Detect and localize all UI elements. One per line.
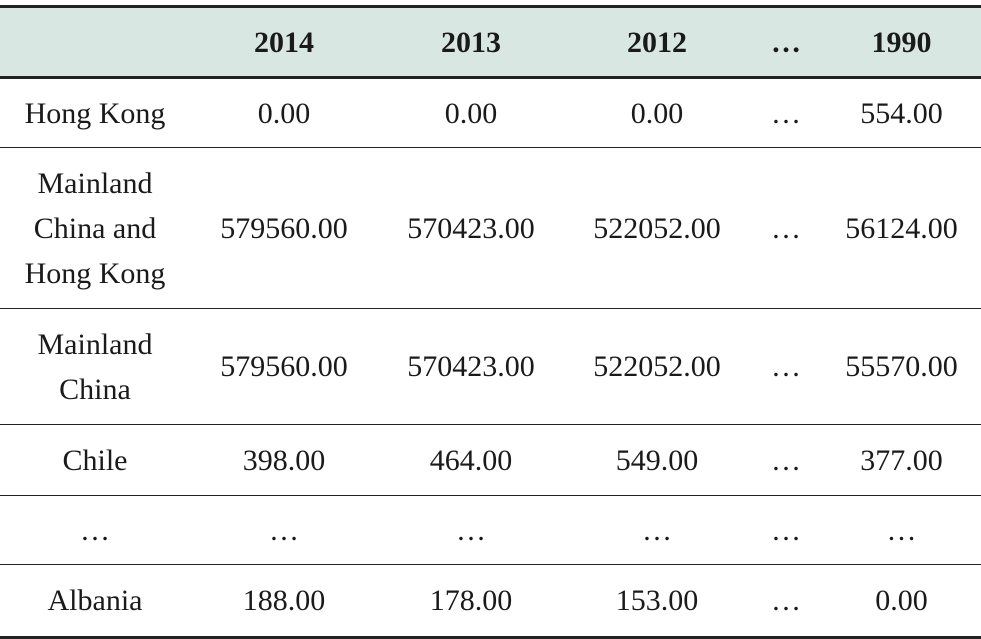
cell: 0.00 <box>190 77 378 148</box>
table-row: Hong Kong 0.00 0.00 0.00… 554.00 <box>0 77 981 148</box>
cell: … <box>190 495 378 565</box>
table-row: Chile 398.00 464.00 549.00… 377.00 <box>0 424 981 496</box>
table-row: ……………… <box>0 495 981 565</box>
cell: 153.00 <box>564 564 750 639</box>
cell: 570423.00 <box>378 308 564 425</box>
cell: 188.00 <box>190 564 378 639</box>
cell: 0.00 <box>822 564 981 639</box>
row-label: Mainland China <box>0 308 190 425</box>
table-body: Hong Kong 0.00 0.00 0.00… 554.00 Mainland Chi… <box>0 77 981 639</box>
row-label: Albania <box>0 564 190 639</box>
cell: … <box>822 495 981 565</box>
data-table: 2014 2013 2012… 1990 Hong Kong 0.00 0.00 0.00…… <box>0 5 981 639</box>
cell: 0.00 <box>378 77 564 148</box>
cell: 549.00 <box>564 424 750 496</box>
cell: 55570.00 <box>822 308 981 425</box>
cell: 377.00 <box>822 424 981 496</box>
cell: 579560.00 <box>190 147 378 309</box>
column-header: 2014 <box>190 5 378 79</box>
cell: 554.00 <box>822 77 981 148</box>
header-corner <box>0 5 190 79</box>
column-header: 2012 <box>564 5 750 79</box>
row-label: Mainland China and Hong Kong <box>0 147 190 309</box>
cell: 522052.00 <box>564 147 750 309</box>
cell: 464.00 <box>378 424 564 496</box>
cell: … <box>750 495 822 565</box>
cell: … <box>750 308 822 425</box>
row-label: Hong Kong <box>0 77 190 148</box>
cell: … <box>750 147 822 309</box>
column-header: 2013 <box>378 5 564 79</box>
table-row: Albania 188.00 178.00 153.00… 0.00 <box>0 564 981 639</box>
table-row: Mainland China and Hong Kong 579560.00 570… <box>0 147 981 309</box>
column-header: 1990 <box>822 5 981 79</box>
cell: 0.00 <box>564 77 750 148</box>
cell: … <box>378 495 564 565</box>
cell: 579560.00 <box>190 308 378 425</box>
row-label: … <box>0 495 190 565</box>
cell: … <box>564 495 750 565</box>
cell: 570423.00 <box>378 147 564 309</box>
cell: 398.00 <box>190 424 378 496</box>
cell: 178.00 <box>378 564 564 639</box>
cell: … <box>750 424 822 496</box>
column-header: … <box>750 5 822 79</box>
table-row: Mainland China 579560.00 570423.00 522052.0… <box>0 308 981 425</box>
cell: 56124.00 <box>822 147 981 309</box>
cell: 522052.00 <box>564 308 750 425</box>
header-row: 2014 2013 2012… 1990 <box>0 5 981 79</box>
row-label: Chile <box>0 424 190 496</box>
cell: … <box>750 564 822 639</box>
cell: … <box>750 77 822 148</box>
